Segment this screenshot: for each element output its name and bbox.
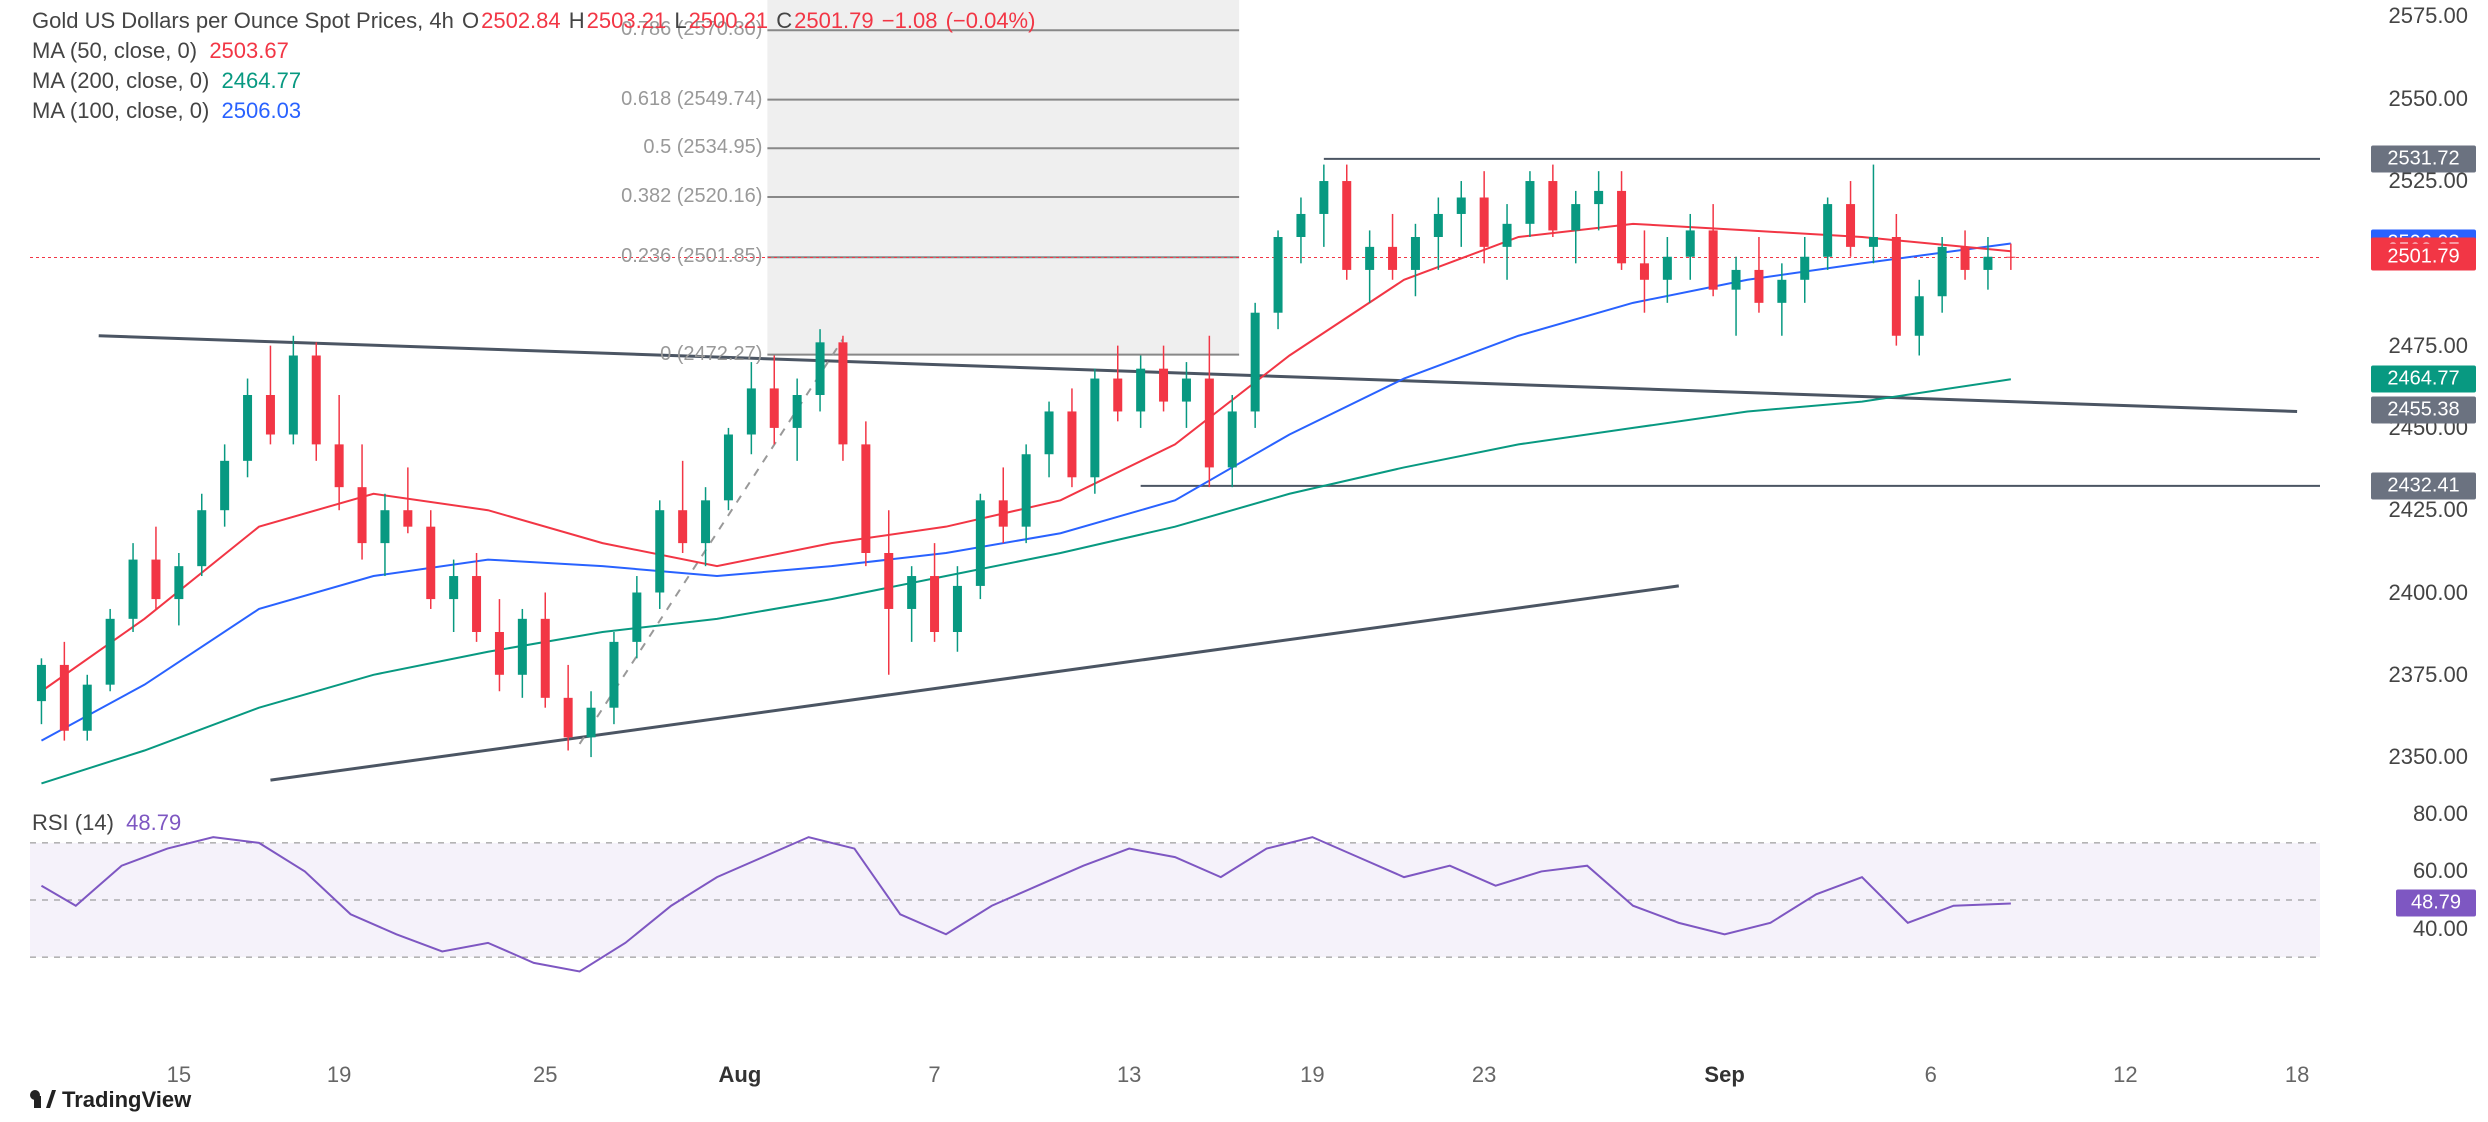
xaxis: 15 19 25 Aug 7 13 19 23 Sep 6 12 18 (30, 1052, 2320, 1102)
fib-label: 0.382 (2520.16) (587, 185, 762, 208)
rsi-label: RSI (14) 48.79 (32, 810, 181, 836)
ytick: 2475.00 (2388, 333, 2468, 359)
rsi-ytick: 80.00 (2413, 801, 2468, 827)
price-tag: 2464.77 (2371, 366, 2476, 393)
rsi-current-tag: 48.79 (2396, 890, 2476, 917)
ytick: 2550.00 (2388, 86, 2468, 112)
ytick: 2575.00 (2388, 3, 2468, 29)
xtick: 13 (1117, 1062, 1141, 1088)
xtick: Aug (719, 1062, 762, 1088)
xtick: Sep (1704, 1062, 1744, 1088)
xtick: 15 (167, 1062, 191, 1088)
xtick: 19 (327, 1062, 351, 1088)
xtick: 23 (1472, 1062, 1496, 1088)
price-tag: 2432.41 (2371, 472, 2476, 499)
fib-label: 0.236 (2501.85) (587, 245, 762, 268)
watermark: TradingView (30, 1087, 191, 1114)
xtick: 19 (1300, 1062, 1324, 1088)
ytick: 2400.00 (2388, 580, 2468, 606)
xtick: 18 (2285, 1062, 2309, 1088)
header-info: Gold US Dollars per Ounce Spot Prices, 4… (32, 8, 1035, 128)
ytick: 2425.00 (2388, 497, 2468, 523)
xtick: 25 (533, 1062, 557, 1088)
fib-label: 0 (2472.27) (587, 343, 762, 366)
price-yaxis: 2575.002550.002525.002500.002475.002450.… (2320, 0, 2488, 790)
ytick: 2350.00 (2388, 744, 2468, 770)
rsi-panel[interactable]: RSI (14) 48.79 80.0060.0040.00 48.79 (30, 800, 2320, 1000)
tradingview-logo-icon (30, 1088, 56, 1114)
chart-container: Gold US Dollars per Ounce Spot Prices, 4… (0, 0, 2488, 1122)
price-tag: 2501.79 (2371, 244, 2476, 271)
xtick: 12 (2113, 1062, 2137, 1088)
ytick: 2375.00 (2388, 662, 2468, 688)
price-tag: 2531.72 (2371, 145, 2476, 172)
rsi-ytick: 60.00 (2413, 858, 2468, 884)
price-tag: 2455.38 (2371, 397, 2476, 424)
rsi-ytick: 40.00 (2413, 916, 2468, 942)
xtick: 7 (928, 1062, 940, 1088)
fib-label: 0.5 (2534.95) (587, 136, 762, 159)
xtick: 6 (1925, 1062, 1937, 1088)
title: Gold US Dollars per Ounce Spot Prices, 4… (32, 8, 454, 33)
ohlc: O2502.84 H2503.21 L2500.21 C2501.79 −1.0… (460, 8, 1035, 33)
